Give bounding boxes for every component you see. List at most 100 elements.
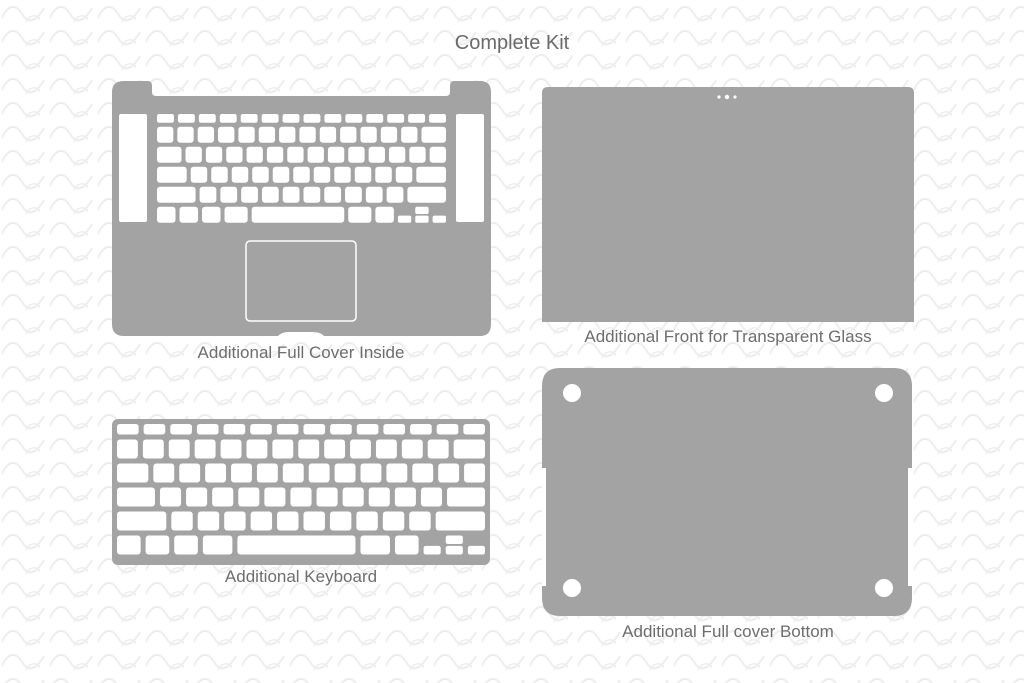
inside-key-r4-10 xyxy=(354,166,372,183)
inside-key-r4-12 xyxy=(395,166,413,183)
inside-key-r2-11 xyxy=(360,126,377,143)
inside-key-r3-1 xyxy=(157,146,182,163)
foot-hole-top-right xyxy=(875,384,893,402)
inside-key-r2-9 xyxy=(319,126,337,143)
kb-key-r2-5 xyxy=(220,439,242,459)
full-cover-bottom-label: Additional Full cover Bottom xyxy=(622,622,834,641)
inside-key-r4-5 xyxy=(252,166,269,183)
kb-key-r1-8 xyxy=(303,424,326,435)
kb-key-r6-1 xyxy=(117,535,141,555)
inside-key-r4-4 xyxy=(231,166,249,183)
page-title: Complete Kit xyxy=(454,32,570,54)
inside-key-r4-7 xyxy=(293,166,310,183)
inside-key-r1-5 xyxy=(240,114,258,123)
kb-key-r3-10 xyxy=(360,463,382,483)
inside-key-r6-4 xyxy=(224,206,248,223)
kb-key-r6-5 xyxy=(237,535,356,555)
inside-key-r3-12 xyxy=(388,146,406,163)
kb-key-r2-1 xyxy=(117,439,138,459)
inside-key-r5-6 xyxy=(282,186,300,203)
inside-key-r5-1 xyxy=(157,186,196,203)
inside-key-r5-2 xyxy=(199,186,217,203)
inside-key-r2-8 xyxy=(299,126,316,143)
kb-key-right xyxy=(467,545,485,555)
kb-key-r4-2 xyxy=(159,487,182,507)
right-edge-strip xyxy=(908,468,912,586)
trackpad-outline xyxy=(245,240,357,322)
kb-key-up xyxy=(445,535,463,544)
kb-key-r5-9 xyxy=(356,511,378,531)
kb-key-r1-3 xyxy=(170,424,192,435)
foot-hole-top-left xyxy=(563,384,581,402)
inside-key-r4-2 xyxy=(190,166,208,183)
kb-key-r6-4 xyxy=(202,535,233,555)
inside-key-r2-12 xyxy=(380,126,398,143)
kb-key-r1-6 xyxy=(250,424,272,435)
inside-key-r1-10 xyxy=(345,114,363,123)
kb-key-r3-5 xyxy=(231,463,252,483)
kb-key-r3-3 xyxy=(179,463,201,483)
kb-key-r3-8 xyxy=(308,463,330,483)
inside-key-r3-11 xyxy=(368,146,385,163)
inside-key-r1-4 xyxy=(219,114,237,123)
kb-key-r1-10 xyxy=(356,424,379,435)
kb-key-r1-13 xyxy=(436,424,459,435)
camera-dot-left xyxy=(717,95,721,99)
kb-key-r2-10 xyxy=(350,439,371,459)
left-edge-strip xyxy=(542,468,546,586)
inside-key-r1-9 xyxy=(324,114,342,123)
inside-key-r1-1 xyxy=(157,114,174,123)
kb-key-r1-7 xyxy=(276,424,299,435)
kb-key-r2-2 xyxy=(142,439,164,459)
inside-key-r1-11 xyxy=(366,114,384,123)
kb-key-r3-12 xyxy=(412,463,434,483)
kb-key-r1-4 xyxy=(196,424,219,435)
inside-key-r1-2 xyxy=(177,114,195,123)
camera-dot-center xyxy=(724,94,730,100)
kb-key-r4-11 xyxy=(394,487,416,507)
inside-key-up xyxy=(415,206,429,214)
inside-key-r5-9 xyxy=(345,186,362,203)
kb-key-r3-11 xyxy=(386,463,408,483)
inside-key-r4-9 xyxy=(334,166,351,183)
inside-key-r5-3 xyxy=(220,186,238,203)
inside-key-r3-10 xyxy=(348,146,365,163)
kb-key-r2-4 xyxy=(194,439,216,459)
kb-key-r4-7 xyxy=(290,487,312,507)
right-speaker-cutout xyxy=(456,114,484,222)
inside-key-r6-6 xyxy=(348,206,372,223)
kb-key-r4-3 xyxy=(186,487,208,507)
camera-dot-right xyxy=(733,95,737,99)
kb-key-r4-12 xyxy=(420,487,443,507)
inside-key-right xyxy=(432,215,446,223)
inside-key-r3-13 xyxy=(409,146,426,163)
inside-key-r3-2 xyxy=(185,146,202,163)
inside-key-r4-6 xyxy=(272,166,290,183)
kb-key-r2-6 xyxy=(246,439,268,459)
inside-key-r1-3 xyxy=(198,114,216,123)
kb-key-r1-1 xyxy=(117,424,139,435)
front-glass-label: Additional Front for Transparent Glass xyxy=(584,327,872,346)
inside-key-r6-7 xyxy=(375,206,394,223)
inside-keyboard-cutouts xyxy=(157,114,446,223)
kb-key-r4-4 xyxy=(212,487,234,507)
left-speaker-cutout xyxy=(119,114,147,222)
kb-key-r5-8 xyxy=(329,511,352,531)
kb-key-down xyxy=(445,545,463,555)
kb-key-r6-2 xyxy=(145,535,170,555)
inside-key-r5-10 xyxy=(365,186,383,203)
kb-key-r5-6 xyxy=(277,511,299,531)
inside-key-r1-7 xyxy=(282,114,300,123)
kb-key-r6-7 xyxy=(394,535,419,555)
inside-key-r3-5 xyxy=(246,146,263,163)
kb-key-r3-14 xyxy=(464,463,485,483)
inside-key-r3-14 xyxy=(429,146,446,163)
inside-key-r5-12 xyxy=(407,186,446,203)
kb-key-r4-5 xyxy=(238,487,260,507)
kb-key-r3-4 xyxy=(205,463,227,483)
kb-key-r1-9 xyxy=(330,424,352,435)
full-cover-inside-panel xyxy=(112,81,491,336)
kb-key-r3-9 xyxy=(334,463,356,483)
kb-key-r3-13 xyxy=(438,463,460,483)
